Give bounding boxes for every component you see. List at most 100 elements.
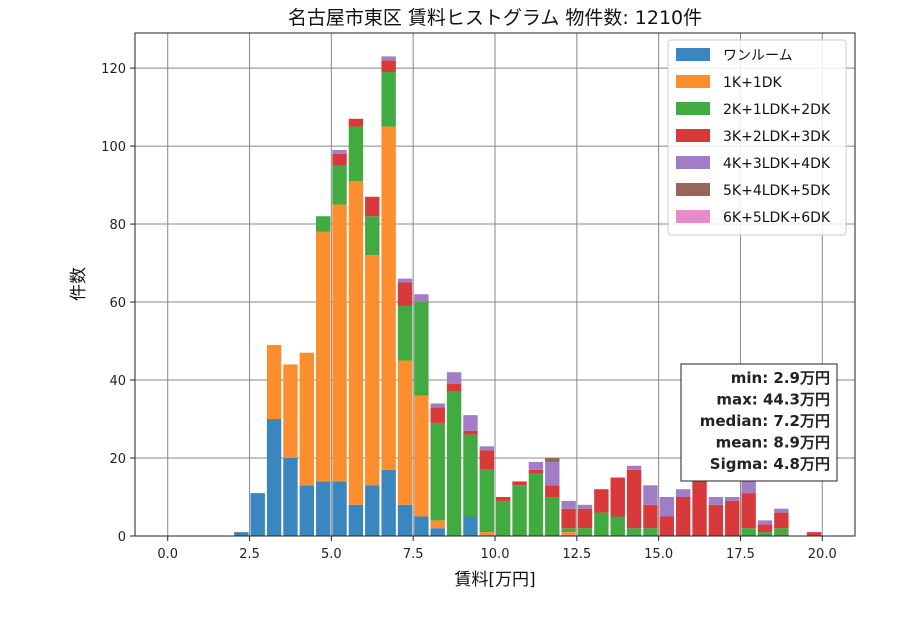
chart-title: 名古屋市東区 賃料ヒストグラム 物件数: 1210件 bbox=[288, 7, 702, 29]
bar-segment bbox=[234, 532, 249, 536]
bar-segment bbox=[741, 493, 756, 529]
stats-line: mean: 8.9万円 bbox=[716, 434, 830, 452]
bar-segment bbox=[708, 497, 724, 505]
bar-segment bbox=[741, 528, 756, 536]
legend-swatch bbox=[676, 183, 710, 196]
legend-label: ワンルーム bbox=[723, 48, 793, 64]
y-tick-label: 80 bbox=[109, 218, 126, 233]
bar-segment bbox=[348, 118, 364, 127]
stats-line: Sigma: 4.8万円 bbox=[710, 455, 830, 473]
bar-segment bbox=[381, 71, 396, 127]
bar-segment bbox=[332, 481, 347, 536]
bar-segment bbox=[365, 485, 380, 536]
bar-segment bbox=[348, 181, 364, 505]
legend-label: 1K+1DK bbox=[723, 75, 783, 91]
bar-segment bbox=[626, 469, 642, 529]
legend-swatch bbox=[676, 75, 710, 88]
bar-segment bbox=[332, 165, 347, 205]
bar-segment bbox=[561, 500, 576, 509]
bar-segment bbox=[561, 532, 576, 536]
legend-swatch bbox=[676, 48, 710, 61]
bar-segment bbox=[610, 516, 625, 536]
bar-segment bbox=[397, 360, 413, 505]
bar-segment bbox=[708, 504, 724, 536]
bar-segment bbox=[266, 419, 282, 536]
bar-segment bbox=[757, 520, 773, 525]
bar-segment bbox=[528, 473, 544, 536]
bar-segment bbox=[463, 516, 478, 536]
bar-segment bbox=[675, 497, 691, 536]
bar-segment bbox=[365, 196, 380, 217]
bar-segment bbox=[397, 305, 413, 361]
bar-segment bbox=[446, 372, 462, 384]
bar-segment bbox=[512, 481, 527, 486]
bar-segment bbox=[283, 364, 298, 459]
legend-label: 3K+2LDK+3DK bbox=[723, 129, 831, 145]
bar-segment bbox=[315, 481, 331, 536]
bar-segment bbox=[659, 516, 675, 536]
stats-box bbox=[680, 363, 838, 482]
bar-segment bbox=[594, 512, 609, 536]
legend-swatch bbox=[676, 102, 710, 115]
bar-segment bbox=[381, 56, 396, 61]
bar-segment bbox=[725, 500, 740, 536]
bar-segment bbox=[643, 485, 658, 505]
bar-segment bbox=[561, 528, 576, 533]
x-tick-label: 7.5 bbox=[403, 547, 424, 562]
y-axis-ticks: 0 20 40 60 80 100 120 bbox=[101, 62, 135, 545]
bar-segment bbox=[774, 508, 789, 513]
bar-segment bbox=[315, 216, 331, 232]
y-tick-label: 40 bbox=[109, 374, 126, 389]
legend-label: 5K+4LDK+5DK bbox=[723, 183, 831, 199]
stats-line: min: 2.9万円 bbox=[731, 369, 830, 387]
legend-swatch bbox=[676, 156, 710, 169]
bar-segment bbox=[643, 504, 658, 529]
x-axis-label: 賃料[万円] bbox=[454, 570, 535, 590]
x-tick-label: 15.0 bbox=[644, 547, 673, 562]
bar-segment bbox=[414, 302, 429, 396]
legend-label: 2K+1LDK+2DK bbox=[723, 102, 831, 118]
y-tick-label: 120 bbox=[101, 62, 126, 77]
bar-segment bbox=[610, 477, 625, 517]
bar-segment bbox=[774, 528, 789, 536]
bar-segment bbox=[463, 415, 478, 431]
stats-annotation: min: 2.9万円 max: 44.3万円 median: 7.2万円 mean: … bbox=[680, 363, 838, 482]
bar-segment bbox=[446, 383, 462, 392]
bar-segment bbox=[332, 153, 347, 166]
bar-segment bbox=[332, 149, 347, 154]
bar-segment bbox=[414, 294, 429, 303]
bar-segment bbox=[757, 532, 773, 536]
bar-segment bbox=[561, 508, 576, 529]
bar-segment bbox=[725, 497, 740, 501]
y-tick-label: 0 bbox=[118, 530, 126, 545]
bar-segment bbox=[495, 500, 511, 536]
bar-segment bbox=[643, 528, 658, 536]
bar-segment bbox=[774, 512, 789, 529]
bar-segment bbox=[545, 461, 560, 486]
bar-segment bbox=[463, 430, 478, 435]
bar-segment bbox=[414, 516, 429, 536]
bar-segment bbox=[675, 489, 691, 498]
x-tick-label: 12.5 bbox=[562, 547, 591, 562]
stats-line: median: 7.2万円 bbox=[700, 412, 830, 430]
x-tick-label: 20.0 bbox=[808, 547, 837, 562]
bar-segment bbox=[365, 216, 380, 256]
bar-segment bbox=[545, 497, 560, 536]
histogram-bars bbox=[234, 56, 822, 536]
bar-segment bbox=[315, 231, 331, 482]
bar-segment bbox=[283, 458, 298, 536]
bar-segment bbox=[365, 255, 380, 486]
x-tick-label: 5.0 bbox=[321, 547, 342, 562]
bar-segment bbox=[545, 485, 560, 498]
bar-segment bbox=[512, 485, 527, 536]
bar-segment bbox=[528, 461, 544, 470]
bar-segment bbox=[348, 126, 364, 182]
bar-segment bbox=[348, 504, 364, 536]
y-tick-label: 60 bbox=[109, 296, 126, 311]
bar-segment bbox=[659, 497, 675, 517]
legend-box bbox=[667, 39, 847, 236]
x-axis-ticks: 0.0 2.5 5.0 7.5 10.0 12.5 15.0 17.5 20.0 bbox=[157, 536, 837, 562]
bar-segment bbox=[479, 446, 495, 451]
bar-segment bbox=[757, 524, 773, 533]
bar-segment bbox=[397, 282, 413, 306]
